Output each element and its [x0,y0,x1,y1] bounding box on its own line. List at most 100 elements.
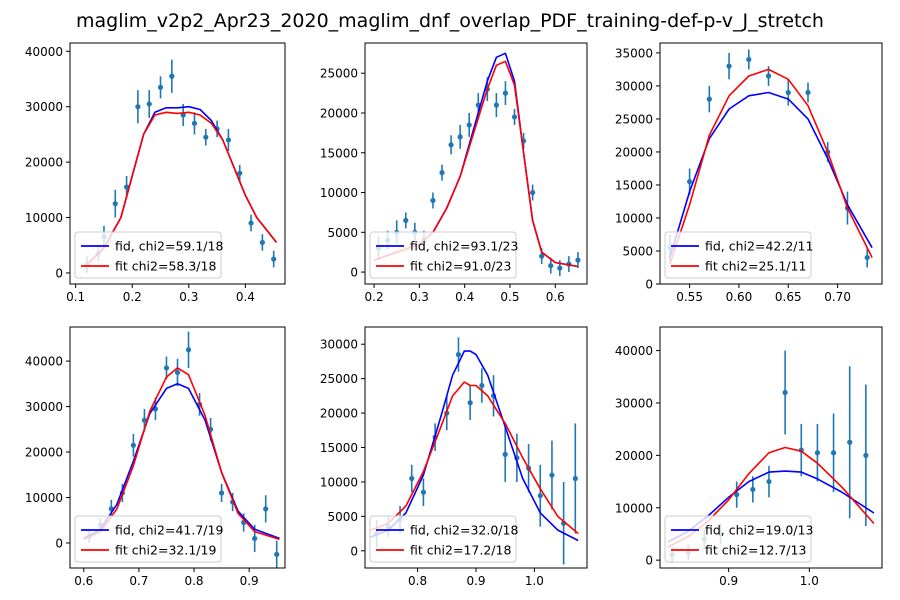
data-point [726,63,732,69]
panel-4: 0.6 0.7 0.8 0.9 0 10000 20000 30000 40000 fid, ch… [25,326,286,588]
plot-area [370,337,579,565]
x-tick-label: 0.60 [726,290,753,304]
x-tick-label: 0.1 [66,290,85,304]
data-point [237,170,243,176]
legend-label: fit chi2=12.7/13 [705,543,806,558]
x-tick-label: 0.6 [74,574,93,588]
data-point [785,89,791,96]
data-point [805,89,811,96]
data-point [687,179,693,185]
panel-6: 0.9 1.0 0 10000 20000 30000 40000 fid, chi2=19.… [615,326,883,588]
legend: fid, chi2=32.0/18 fit chi2=17.2/18 [369,515,518,563]
y-tick-label: 0 [350,266,358,280]
y-tick-label: 10000 [615,501,653,515]
panel-5: 0.8 0.9 1.0 0 5000 10000 15000 20000 25000 30000 f… [320,326,588,588]
data-point [448,142,454,148]
data-point [572,475,578,482]
legend: fid, chi2=41.7/19 fit chi2=32.1/19 [74,515,223,563]
y-tick-label: 20000 [25,156,63,170]
legend-label: fit chi2=17.2/18 [410,543,511,558]
y-tick-label: 10000 [615,211,653,225]
y-tick-label: 40000 [25,355,63,369]
panel-3: 0.55 0.60 0.65 0.70 0 5000 10000 15000 20000 2500… [615,42,883,304]
data-point [467,400,473,406]
legend-label: fid, chi2=19.0/13 [705,523,813,538]
data-point [457,134,463,140]
legend-box [664,231,812,279]
y-tick-label: 0 [645,554,653,568]
axes-frame [659,326,883,569]
y-tick-label: 20000 [320,407,358,421]
data-point [511,114,518,120]
x-tick-label: 0.3 [410,290,429,304]
data-point [271,256,277,262]
data-point [157,84,164,90]
x-tick-label: 0.8 [408,574,427,588]
data-point [502,90,509,96]
data-point [123,184,130,190]
data-point [141,417,148,423]
data-point [549,472,555,478]
legend-label: fit chi2=32.1/19 [115,543,216,558]
y-tick-label: 5000 [327,510,358,524]
legend-box [664,515,812,563]
data-point [248,220,254,226]
data-point [466,122,472,128]
data-point [814,450,821,456]
axes-frame [69,326,286,569]
data-point [439,170,445,176]
x-tick-label: 0.2 [123,290,142,304]
y-tick-label: 40000 [25,45,63,59]
legend-label: fid, chi2=93.1/23 [410,239,518,254]
y-tick-label: 30000 [25,400,63,414]
data-point [225,137,232,143]
y-tick-label: 30000 [615,79,653,93]
x-tick-label: 0.65 [775,290,802,304]
data-point [537,493,543,499]
legend-box [74,231,222,279]
legend-label: fid, chi2=42.2/11 [705,239,813,254]
data-point [750,486,756,493]
x-tick-label: 0.6 [546,290,565,304]
axes-frame [364,42,588,285]
legend-label: fid, chi2=59.1/18 [115,239,223,254]
data-point [135,104,141,110]
data-point [259,239,265,246]
legend-box [369,515,517,563]
legend-box [369,231,517,279]
y-tick-label: 20000 [25,446,63,460]
data-point [185,347,192,353]
data-point [847,439,853,445]
x-tick-label: 0.4 [236,290,255,304]
data-point [163,365,170,371]
legend: fid, chi2=19.0/13 fit chi2=12.7/13 [664,515,813,563]
x-tick-label: 1.0 [800,574,819,588]
data-point [219,490,225,496]
legend: fid, chi2=42.2/11 fit chi2=25.1/11 [664,231,813,279]
y-tick-label: 35000 [615,46,653,60]
data-point [502,451,508,457]
legend-box [74,515,222,563]
y-tick-label: 30000 [25,100,63,114]
y-tick-label: 30000 [615,396,653,410]
x-tick-label: 0.5 [500,290,519,304]
y-tick-label: 15000 [320,146,358,160]
y-tick-label: 20000 [320,106,358,120]
fid-line [370,350,579,542]
y-tick-label: 20000 [615,449,653,463]
y-tick-label: 5000 [622,244,653,258]
x-tick-label: 0.2 [365,290,384,304]
y-tick-label: 0 [645,278,653,292]
data-point [174,369,181,376]
legend-label: fit chi2=25.1/11 [705,259,806,274]
data-point [263,506,269,512]
axes-frame [659,42,883,285]
data-point [530,189,536,196]
data-point [112,201,118,207]
data-point [864,254,870,261]
legend-label: fid, chi2=41.7/19 [115,523,223,538]
data-point [863,452,869,458]
data-point [575,257,581,263]
y-tick-label: 0 [350,544,358,558]
